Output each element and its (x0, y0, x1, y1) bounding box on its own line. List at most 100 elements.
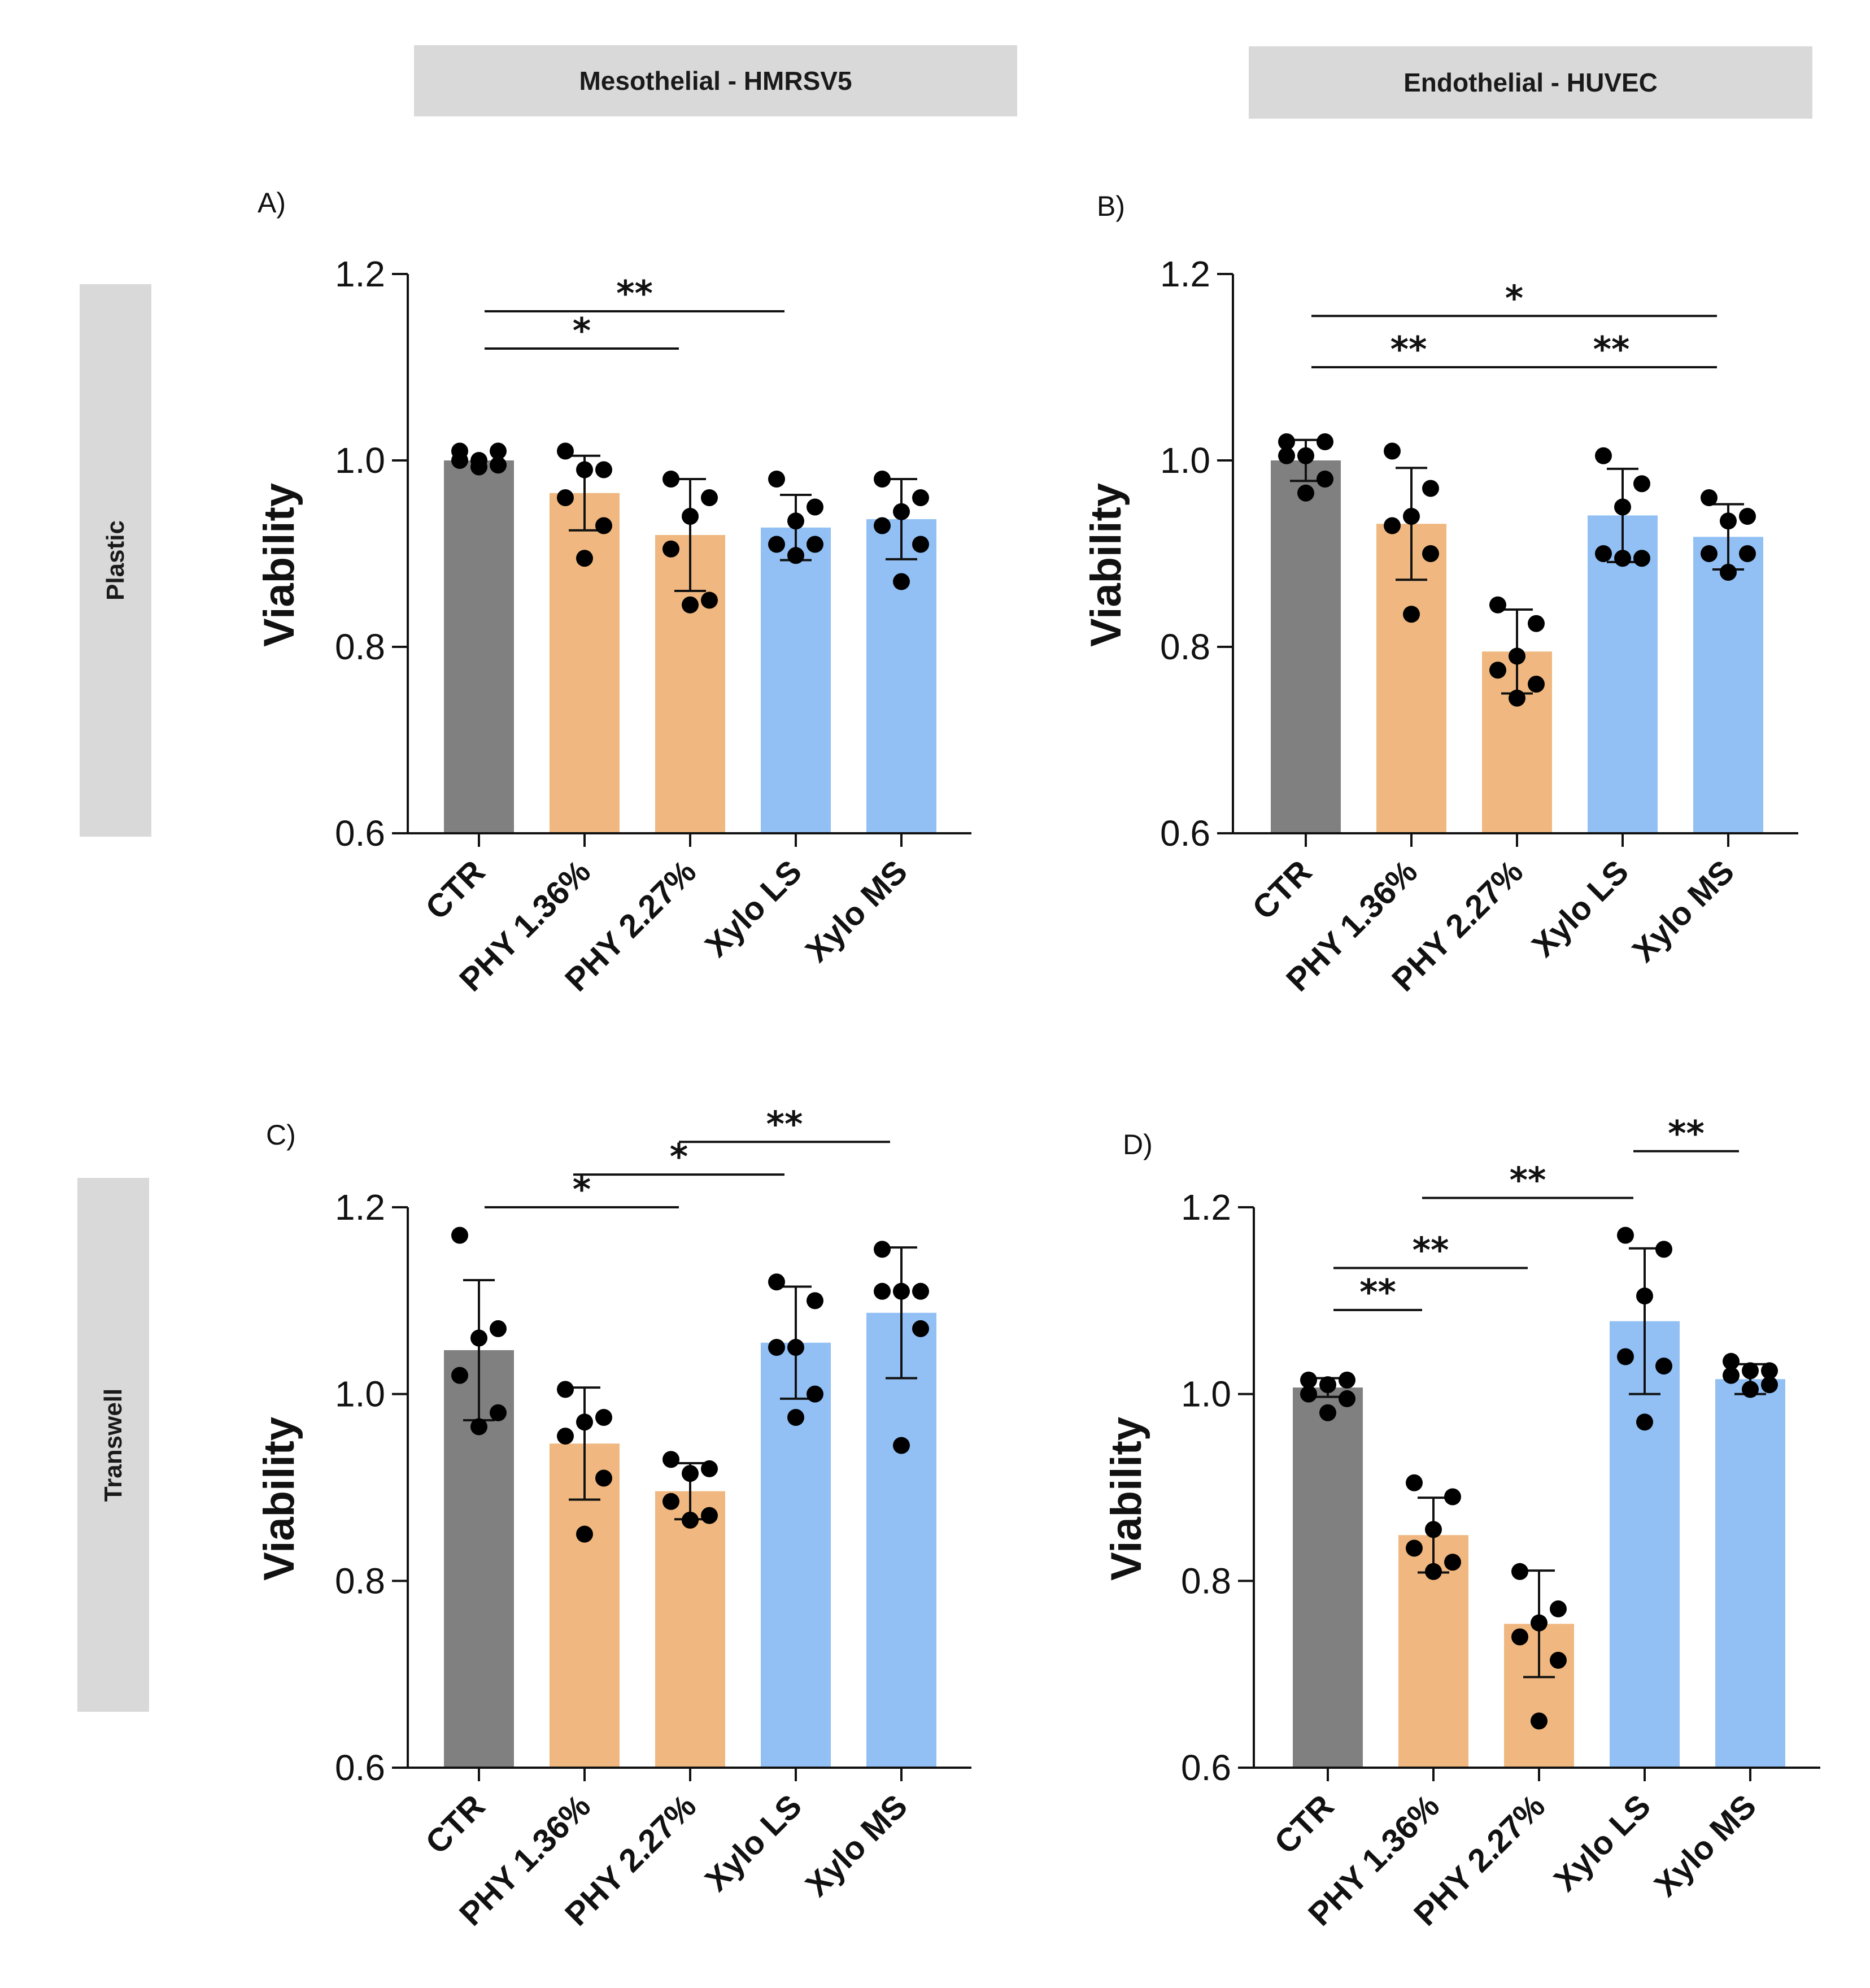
y-axis-title: Viability (1082, 483, 1130, 647)
data-point (1384, 517, 1401, 534)
significance-label: ** (1390, 329, 1427, 370)
bar-ctr (1293, 1387, 1363, 1768)
data-point (787, 1339, 804, 1356)
data-point (1319, 1404, 1336, 1421)
significance-label: * (573, 1169, 591, 1210)
bar-phy-2-27 (655, 1491, 725, 1768)
significance-label: ** (1668, 1113, 1705, 1154)
data-point (490, 442, 507, 460)
y-tick-label: 0.6 (335, 1747, 385, 1788)
significance-label: ** (1593, 329, 1630, 370)
data-point (1655, 1358, 1672, 1375)
data-point (1761, 1376, 1778, 1394)
data-point (1550, 1600, 1567, 1617)
data-point (787, 512, 804, 530)
data-point (595, 461, 612, 478)
data-point (682, 1465, 699, 1482)
data-point (874, 1282, 891, 1300)
bar-xylo-ms (866, 1312, 936, 1768)
data-point (1406, 1539, 1423, 1557)
data-point (576, 550, 593, 567)
x-tick-label: Xylo LS (1547, 1787, 1658, 1898)
data-point (1425, 1521, 1442, 1538)
data-point (912, 1282, 929, 1300)
panel-label-b: B) (1097, 190, 1125, 222)
data-point (787, 547, 804, 564)
data-point (682, 596, 699, 614)
data-point (701, 591, 718, 609)
data-point (1511, 1628, 1528, 1646)
data-point (595, 1409, 612, 1426)
data-point (1509, 689, 1525, 707)
data-point (576, 1525, 593, 1543)
data-point (1739, 545, 1756, 562)
data-point (701, 1460, 718, 1477)
data-point (1739, 508, 1756, 525)
data-point (1422, 480, 1439, 497)
y-tick-label: 0.8 (335, 1560, 385, 1601)
data-point (1720, 564, 1737, 581)
data-point (768, 1273, 785, 1291)
data-point (807, 498, 823, 516)
data-point (807, 536, 823, 553)
data-point (576, 461, 593, 478)
significance-label: * (1505, 277, 1523, 319)
data-point (1761, 1362, 1778, 1380)
data-point (1636, 1287, 1653, 1305)
bar-ctr (444, 460, 514, 833)
data-point (1701, 545, 1718, 562)
data-point (912, 489, 929, 506)
panel-label-c: C) (266, 1119, 296, 1151)
row-header-plastic: Plastic (80, 284, 151, 837)
data-point (807, 1385, 823, 1403)
data-point (1636, 1413, 1653, 1431)
data-point (1444, 1488, 1461, 1506)
data-point (490, 1320, 507, 1337)
column-header-mesothelial: Mesothelial - HMRSV5 (414, 45, 1017, 116)
data-point (470, 1329, 487, 1347)
data-point (557, 489, 574, 506)
data-point (701, 1507, 718, 1524)
y-tick-label: 0.6 (1160, 813, 1210, 854)
data-point (1317, 433, 1333, 450)
bar-xylo-ms (1693, 537, 1763, 833)
y-tick-label: 1.2 (335, 1187, 385, 1228)
data-point (1723, 1367, 1740, 1384)
data-point (893, 503, 910, 520)
data-point (807, 1292, 823, 1310)
data-point (1528, 676, 1545, 693)
data-point (662, 540, 679, 558)
significance-label: ** (1510, 1159, 1546, 1200)
data-point (1633, 550, 1650, 567)
data-point (1595, 545, 1612, 562)
data-point (451, 452, 468, 469)
data-point (1403, 508, 1420, 525)
data-point (874, 471, 891, 488)
data-point (1489, 662, 1506, 679)
data-point (1339, 1390, 1355, 1407)
y-tick-label: 0.6 (335, 813, 385, 854)
y-tick-label: 1.0 (335, 1374, 385, 1415)
data-point (874, 517, 891, 534)
data-point (1297, 447, 1314, 464)
data-point (1528, 615, 1545, 632)
data-point (1489, 596, 1506, 614)
data-point (1720, 512, 1737, 530)
data-point (662, 1493, 679, 1510)
y-axis-title: Viability (255, 483, 303, 647)
data-point (1300, 1385, 1317, 1403)
data-point (1509, 647, 1525, 665)
data-point (1723, 1352, 1740, 1370)
x-tick-label: CTR (1267, 1787, 1341, 1861)
data-point (682, 1511, 699, 1529)
data-point (1617, 1226, 1634, 1244)
data-point (576, 1413, 593, 1431)
data-point (1403, 606, 1420, 623)
data-point (1614, 550, 1631, 567)
data-point (557, 1428, 574, 1445)
y-axis-title: Viability (1102, 1417, 1150, 1581)
data-point (1614, 498, 1631, 516)
